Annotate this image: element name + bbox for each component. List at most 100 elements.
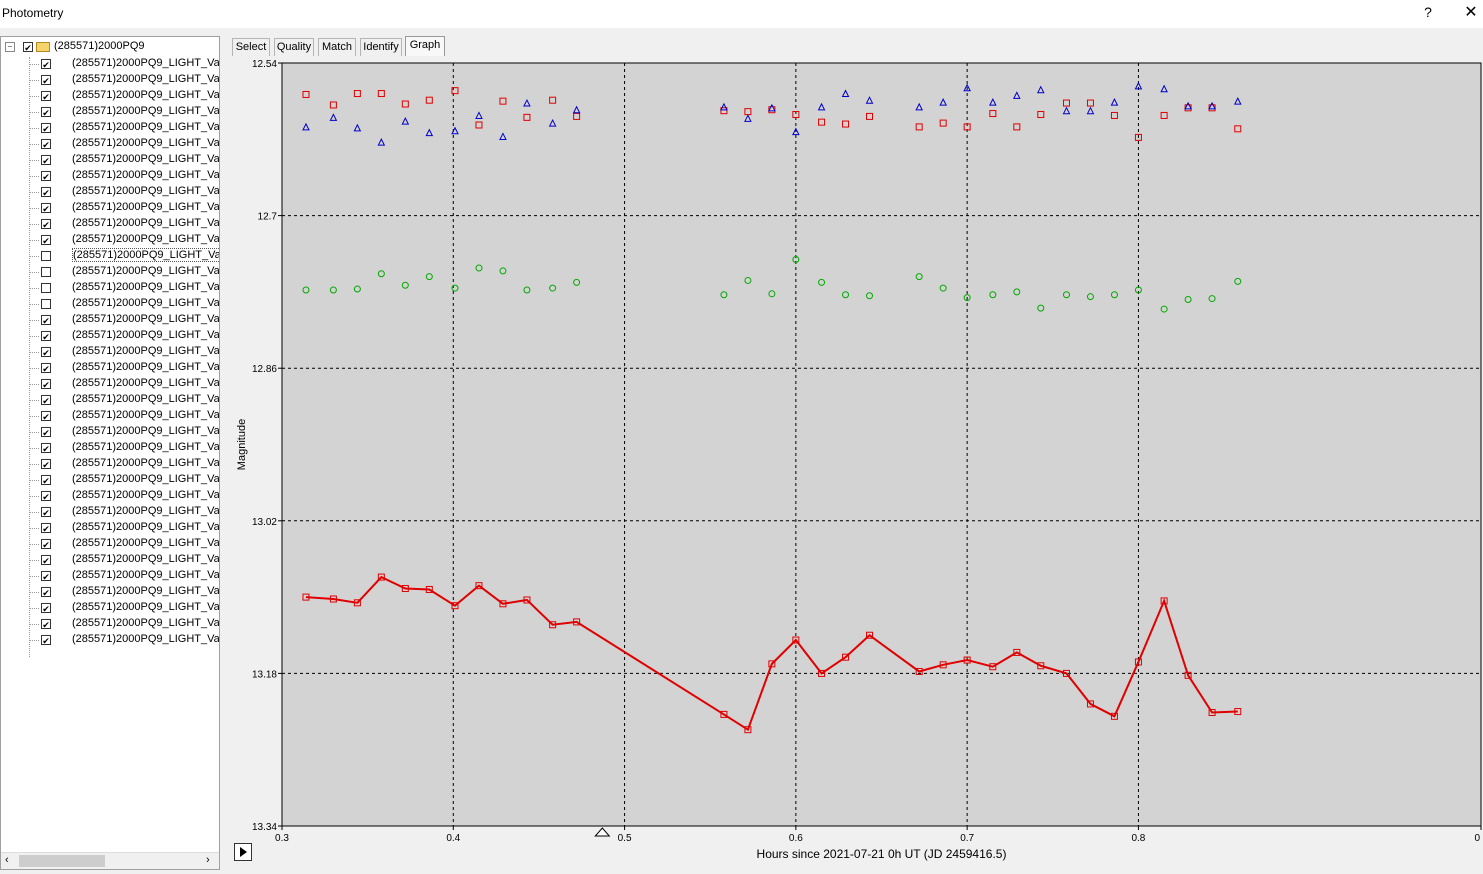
tree-item[interactable]: ✔ (285571)2000PQ9_LIGHT_Vac	[1, 72, 219, 88]
item-checkbox[interactable]	[41, 283, 51, 293]
scroll-left-icon[interactable]: ‹	[5, 854, 9, 866]
tree-item[interactable]: ✔ (285571)2000PQ9_LIGHT_Vac	[1, 552, 219, 568]
tree-item[interactable]: ✔ (285571)2000PQ9_LIGHT_Vac	[1, 568, 219, 584]
item-checkbox[interactable]	[41, 267, 51, 277]
item-checkbox[interactable]: ✔	[41, 603, 51, 614]
item-checkbox[interactable]: ✔	[41, 459, 51, 470]
help-button[interactable]: ?	[1424, 4, 1432, 20]
tab-match[interactable]: Match	[318, 38, 356, 56]
play-icon[interactable]	[234, 843, 252, 861]
item-checkbox[interactable]: ✔	[41, 139, 51, 150]
tree-item[interactable]: ✔ (285571)2000PQ9_LIGHT_Vac	[1, 200, 219, 216]
tree-item[interactable]: (285571)2000PQ9_LIGHT_Vac	[1, 280, 219, 296]
tree-item[interactable]: ✔ (285571)2000PQ9_LIGHT_Vac	[1, 536, 219, 552]
data-point-circle	[302, 286, 310, 294]
tree-item[interactable]: ✔ (285571)2000PQ9_LIGHT_Vac	[1, 184, 219, 200]
root-checkbox[interactable]: ✔	[23, 42, 33, 53]
tree-item[interactable]: ✔ (285571)2000PQ9_LIGHT_Vac	[1, 392, 219, 408]
item-checkbox[interactable]: ✔	[41, 363, 51, 374]
item-checkbox[interactable]: ✔	[41, 555, 51, 566]
tab-identify[interactable]: Identify	[360, 38, 402, 56]
item-checkbox[interactable]: ✔	[41, 91, 51, 102]
tree-item[interactable]: ✔ (285571)2000PQ9_LIGHT_Vac	[1, 456, 219, 472]
tree-item[interactable]: ✔ (285571)2000PQ9_LIGHT_Vac	[1, 632, 219, 648]
item-checkbox[interactable]: ✔	[41, 587, 51, 598]
item-checkbox[interactable]: ✔	[41, 59, 51, 70]
tree-item[interactable]: ✔ (285571)2000PQ9_LIGHT_Vac	[1, 488, 219, 504]
item-checkbox[interactable]: ✔	[41, 123, 51, 134]
tree-item[interactable]: ✔ (285571)2000PQ9_LIGHT_Vac	[1, 56, 219, 72]
tree-item[interactable]: ✔ (285571)2000PQ9_LIGHT_Vac	[1, 424, 219, 440]
tree-item[interactable]: ✔ (285571)2000PQ9_LIGHT_Vac	[1, 408, 219, 424]
item-checkbox[interactable]	[41, 299, 51, 309]
file-tree[interactable]: − ✔ (285571)2000PQ9 ✔ (285571)2000PQ9_LIG…	[0, 36, 220, 870]
tree-item[interactable]: ✔ (285571)2000PQ9_LIGHT_Vac	[1, 168, 219, 184]
item-checkbox[interactable]: ✔	[41, 379, 51, 390]
tree-item[interactable]: ✔ (285571)2000PQ9_LIGHT_Vac	[1, 136, 219, 152]
tree-item[interactable]: ✔ (285571)2000PQ9_LIGHT_Vac	[1, 312, 219, 328]
item-checkbox[interactable]: ✔	[41, 315, 51, 326]
tree-item[interactable]: ✔ (285571)2000PQ9_LIGHT_Vac	[1, 344, 219, 360]
data-point-square	[401, 585, 409, 593]
data-point-circle	[573, 278, 581, 286]
tree-item[interactable]: (285571)2000PQ9_LIGHT_Vac	[1, 296, 219, 312]
tree-item[interactable]: (285571)2000PQ9_LIGHT_Vac	[1, 248, 219, 264]
tree-item[interactable]: ✔ (285571)2000PQ9_LIGHT_Vac	[1, 216, 219, 232]
tree-item[interactable]: ✔ (285571)2000PQ9_LIGHT_Vac	[1, 520, 219, 536]
item-checkbox[interactable]: ✔	[41, 187, 51, 198]
item-checkbox[interactable]: ✔	[41, 619, 51, 630]
item-checkbox[interactable]: ✔	[41, 427, 51, 438]
item-checkbox[interactable]: ✔	[41, 75, 51, 86]
tree-item[interactable]: ✔ (285571)2000PQ9_LIGHT_Vac	[1, 104, 219, 120]
item-checkbox[interactable]: ✔	[41, 171, 51, 182]
scroll-thumb[interactable]	[19, 855, 105, 867]
scroll-right-icon[interactable]: ›	[206, 854, 210, 866]
tree-connector	[29, 544, 39, 545]
item-checkbox[interactable]: ✔	[41, 411, 51, 422]
tree-item[interactable]: ✔ (285571)2000PQ9_LIGHT_Vac	[1, 360, 219, 376]
tree-item[interactable]: ✔ (285571)2000PQ9_LIGHT_Vac	[1, 472, 219, 488]
tree-item[interactable]: ✔ (285571)2000PQ9_LIGHT_Vac	[1, 440, 219, 456]
item-checkbox[interactable]: ✔	[41, 443, 51, 454]
item-checkbox[interactable]: ✔	[41, 203, 51, 214]
tab-graph[interactable]: Graph	[405, 36, 445, 56]
data-point-triangle	[792, 127, 800, 136]
tree-item[interactable]: ✔ (285571)2000PQ9_LIGHT_Vac	[1, 152, 219, 168]
tab-quality[interactable]: Quality	[274, 38, 314, 56]
item-checkbox[interactable]: ✔	[41, 235, 51, 246]
tree-item[interactable]: ✔ (285571)2000PQ9_LIGHT_Vac	[1, 584, 219, 600]
item-checkbox[interactable]: ✔	[41, 491, 51, 502]
tree-connector	[29, 128, 39, 129]
item-checkbox[interactable]: ✔	[41, 395, 51, 406]
item-checkbox[interactable]: ✔	[41, 331, 51, 342]
item-checkbox[interactable]: ✔	[41, 155, 51, 166]
item-checkbox[interactable]: ✔	[41, 347, 51, 358]
horizontal-scrollbar[interactable]: ‹ ›	[1, 852, 219, 869]
tree-item[interactable]: ✔ (285571)2000PQ9_LIGHT_Vac	[1, 600, 219, 616]
tree-item[interactable]: ✔ (285571)2000PQ9_LIGHT_Vac	[1, 376, 219, 392]
tree-item[interactable]: ✔ (285571)2000PQ9_LIGHT_Vac	[1, 616, 219, 632]
item-checkbox[interactable]: ✔	[41, 523, 51, 534]
tab-select[interactable]: Select	[232, 38, 270, 56]
item-checkbox[interactable]: ✔	[41, 571, 51, 582]
data-point-square	[549, 96, 557, 104]
collapse-icon[interactable]: −	[5, 42, 15, 52]
item-checkbox[interactable]	[41, 251, 51, 261]
tree-item[interactable]: ✔ (285571)2000PQ9_LIGHT_Vac	[1, 232, 219, 248]
data-point-square	[1037, 111, 1045, 119]
tree-item[interactable]: ✔ (285571)2000PQ9_LIGHT_Vac	[1, 504, 219, 520]
item-checkbox[interactable]: ✔	[41, 475, 51, 486]
item-checkbox[interactable]: ✔	[41, 507, 51, 518]
tree-item[interactable]: ✔ (285571)2000PQ9_LIGHT_Vac	[1, 328, 219, 344]
data-point-triangle	[865, 96, 874, 104]
data-point-circle	[549, 284, 557, 292]
magnitude-chart[interactable]: 12.54 12.7 12.86 13.02 13.18 13.34 0.3 0.4 0.5 0.…	[230, 56, 1483, 870]
tree-item[interactable]: ✔ (285571)2000PQ9_LIGHT_Vac	[1, 88, 219, 104]
item-checkbox[interactable]: ✔	[41, 107, 51, 118]
tree-item[interactable]: (285571)2000PQ9_LIGHT_Vac	[1, 264, 219, 280]
tree-item[interactable]: ✔ (285571)2000PQ9_LIGHT_Vac	[1, 120, 219, 136]
item-checkbox[interactable]: ✔	[41, 635, 51, 646]
item-checkbox[interactable]: ✔	[41, 539, 51, 550]
close-button[interactable]: ✕	[1464, 4, 1478, 21]
item-checkbox[interactable]: ✔	[41, 219, 51, 230]
